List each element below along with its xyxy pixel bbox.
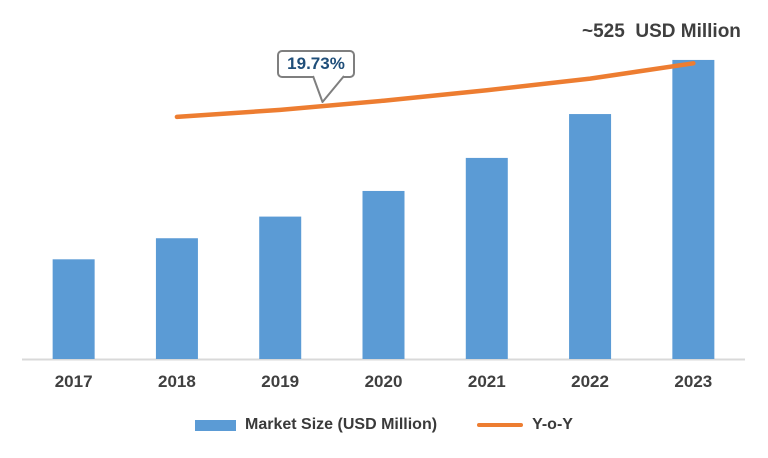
bar-swatch-icon	[195, 419, 237, 431]
callout-pointer-icon	[312, 75, 345, 103]
bar-2019	[259, 216, 302, 359]
bar-2021	[465, 157, 508, 359]
legend: Market Size (USD Million) Y-o-Y	[0, 416, 768, 434]
yoy-callout-value: 19.73%	[287, 54, 345, 73]
bar-2018	[155, 238, 198, 359]
legend-item-market-size: Market Size (USD Million)	[195, 416, 437, 434]
legend-label-yoy: Y-o-Y	[532, 416, 573, 433]
bar-2022	[569, 114, 612, 359]
line-swatch-icon	[477, 423, 524, 427]
bar-2023	[672, 59, 715, 359]
endpoint-annotation: ~525 USD Million	[582, 21, 741, 42]
bar-2017	[52, 259, 95, 359]
legend-item-yoy: Y-o-Y	[477, 416, 573, 434]
legend-label-market-size: Market Size (USD Million)	[245, 416, 438, 433]
yoy-line	[174, 61, 696, 120]
bar-2020	[362, 190, 405, 359]
